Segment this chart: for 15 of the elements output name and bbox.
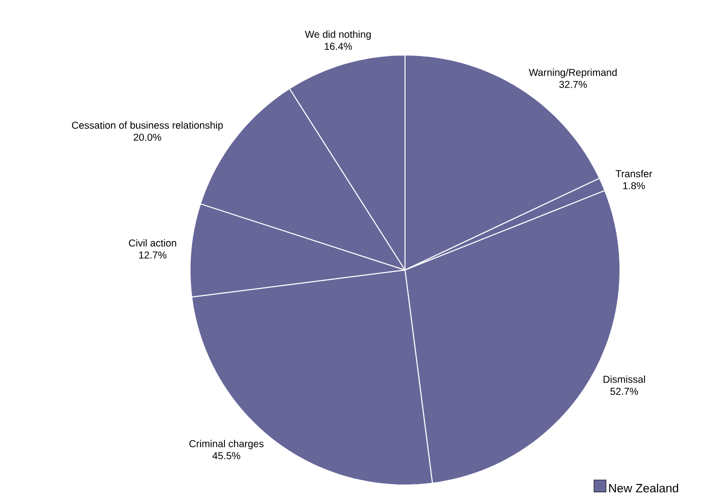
slice-label: Civil action [128,239,176,247]
data-label: 32.7% [559,80,587,88]
data-label: 16.4% [324,42,352,50]
slice-label: Transfer [616,170,652,178]
data-label: 20.0% [134,134,162,141]
slice-label: Dismissal [604,376,645,383]
slice-label: We did nothing [304,30,371,40]
slice-label: Warning/Reprimand [528,68,617,78]
slice-label: Criminal charges [189,440,264,450]
legend-label: New Zealand [609,484,678,492]
slice-label: Cessation of business relationship [72,121,223,131]
data-label: 45.5% [212,452,240,460]
data-label: 52.7% [610,388,638,395]
data-label: 1.8% [623,182,645,190]
data-label: 12.7% [139,251,166,259]
